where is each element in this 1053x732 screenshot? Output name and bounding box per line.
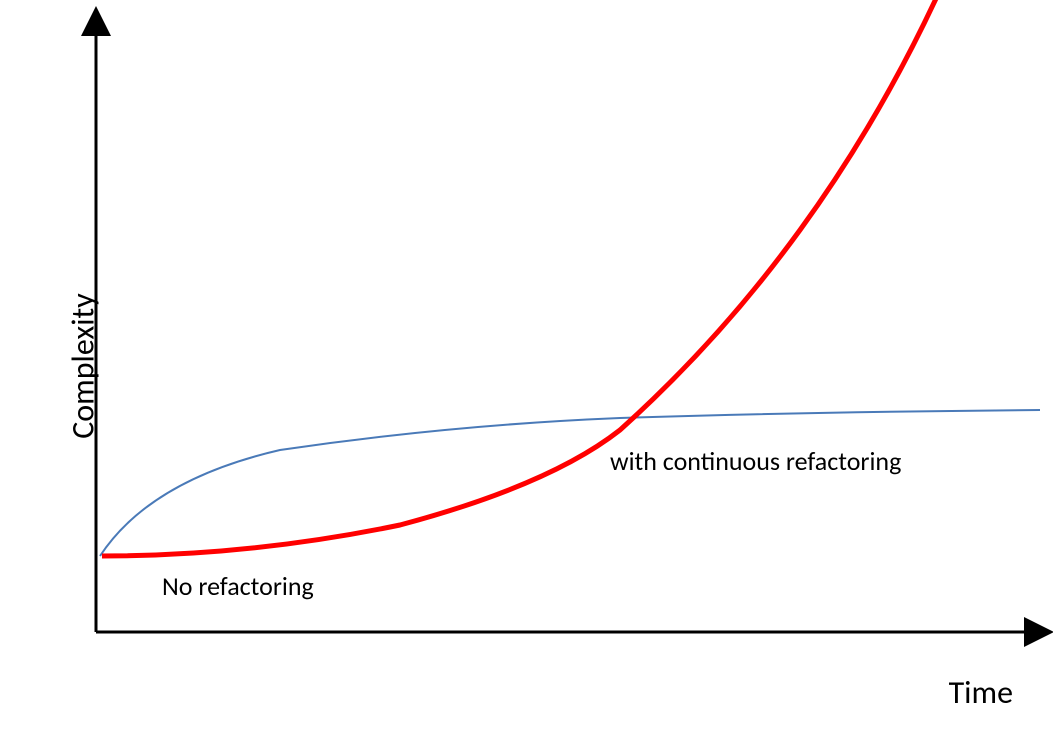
label-with-refactoring: with continuous refactoring — [610, 445, 901, 477]
chart-svg — [0, 0, 1053, 732]
x-axis-label: Time — [949, 673, 1013, 712]
label-no-refactoring: No refactoring — [162, 570, 314, 602]
complexity-time-chart: Complexity Time No refactoring with cont… — [0, 0, 1053, 732]
y-axis-label: Complexity — [63, 293, 102, 439]
series-with-refactoring — [100, 410, 1040, 556]
